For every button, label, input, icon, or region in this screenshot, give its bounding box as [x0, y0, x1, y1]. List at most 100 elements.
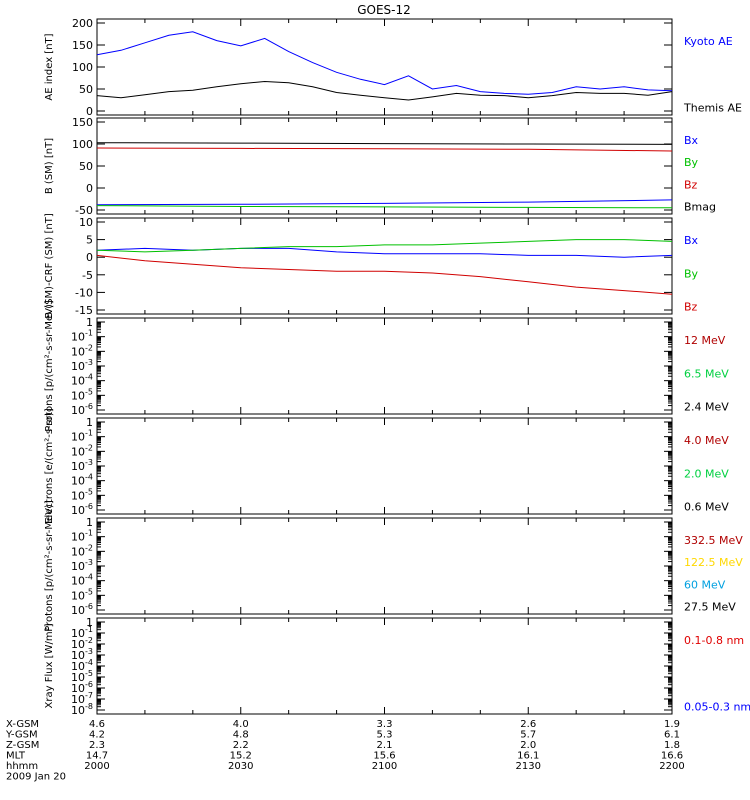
- series-line-bz: [96, 147, 673, 152]
- y-tick-label: 1: [86, 416, 93, 429]
- ephemeris-value: 1.9: [664, 719, 680, 730]
- y-tick-label: 1: [86, 316, 93, 329]
- y-tick-label: 10-5: [71, 387, 93, 402]
- series-line-bz: [96, 254, 673, 295]
- y-tick-label: 10-6: [71, 502, 93, 517]
- legend-label: 6.5 MeV: [684, 367, 729, 380]
- legend-label: 0.6 MeV: [684, 501, 729, 514]
- ephemeris-value: 2.3: [89, 740, 105, 751]
- ephemeris-value: 16.1: [517, 751, 539, 762]
- y-tick-label: 10-7: [71, 691, 93, 706]
- ephemeris-row-label: hhmm: [6, 761, 38, 772]
- panel-frame: [96, 217, 673, 315]
- y-tick-label: 10-3: [71, 558, 93, 573]
- y-tick-label: 10-4: [71, 473, 93, 488]
- y-tick-label: 10-1: [71, 625, 93, 640]
- ephemeris-value: 2030: [228, 761, 253, 772]
- series-line-bx: [96, 247, 673, 258]
- y-axis-label: B (SM)-CRF (SM) [nT]: [44, 213, 55, 319]
- y-tick-label: 200: [72, 17, 93, 30]
- panel-frame: [96, 617, 673, 715]
- ephemeris-value: 4.8: [233, 730, 249, 741]
- y-tick-label: 150: [72, 39, 93, 52]
- y-tick-label: 10-6: [71, 680, 93, 695]
- y-tick-label: 10-1: [71, 329, 93, 344]
- y-tick-label: 10-2: [71, 443, 93, 458]
- series-line-bx: [96, 199, 673, 206]
- ephemeris-value: 5.7: [520, 730, 536, 741]
- y-tick-label: 10-5: [71, 487, 93, 502]
- ephemeris-value: 2200: [659, 761, 684, 772]
- y-tick-label: 150: [72, 116, 93, 129]
- y-tick-label: 10-4: [71, 573, 93, 588]
- y-tick-label: 10-3: [71, 458, 93, 473]
- y-tick-label: 10-4: [71, 373, 93, 388]
- y-tick-label: 50: [79, 160, 93, 173]
- y-tick-label: 10-4: [71, 658, 93, 673]
- legend-label: Kyoto AE: [684, 35, 733, 48]
- ephemeris-value: 14.7: [86, 751, 108, 762]
- series-line-by: [96, 239, 673, 253]
- y-tick-label: 10-6: [71, 602, 93, 617]
- y-tick-label: 10-8: [71, 702, 93, 717]
- series-line-kyoto-ae: [96, 31, 673, 95]
- ephemeris-table: X-GSM 4.6 4.0 3.3 2.6 1.9 Y-GSM 4.2 4.8 5.3 5.7 6.1…: [5, 719, 685, 783]
- y-tick-label: 50: [79, 83, 93, 96]
- legend-label: 332.5 MeV: [684, 534, 743, 547]
- ephemeris-row-label: Z-GSM: [6, 740, 39, 751]
- y-tick-label: 10-3: [71, 358, 93, 373]
- y-tick-label: 1: [86, 616, 93, 629]
- y-tick-label: 10-2: [71, 636, 93, 651]
- ephemeris-value: 2.6: [520, 719, 536, 730]
- ephemeris-date: 2009 Jan 20: [6, 772, 66, 783]
- y-tick-label: 10-1: [71, 429, 93, 444]
- ephemeris-row-label: MLT: [6, 751, 26, 762]
- legend-label: Themis AE: [683, 102, 742, 115]
- panel-frame: [96, 517, 673, 615]
- legend-label: Bz: [684, 301, 698, 314]
- legend-label: 12 MeV: [684, 334, 726, 347]
- y-tick-label: 10-5: [71, 587, 93, 602]
- ephemeris-value: 2.2: [233, 740, 249, 751]
- ephemeris-value: 2000: [84, 761, 109, 772]
- legend-label: 27.5 MeV: [684, 601, 736, 614]
- panel-1: 0 50 100 150 200 AE index [nT] Kyoto AE Themis …: [44, 17, 742, 118]
- panel-frame: [96, 417, 673, 515]
- y-tick-label: 0: [86, 251, 93, 264]
- ephemeris-row-label: Y-GSM: [5, 730, 38, 741]
- legend-label: 2.0 MeV: [684, 467, 729, 480]
- y-tick-label: 100: [72, 61, 93, 74]
- y-axis-label: Protons [p/(cm²-s-sr-MeV)]: [44, 300, 55, 432]
- panel-frame: [96, 117, 673, 215]
- y-tick-label: -5: [82, 269, 93, 282]
- legend-label: Bx: [684, 234, 699, 247]
- ephemeris-value: 3.3: [377, 719, 393, 730]
- panel-3: -15 -10 -5 0 5 10 B (SM)-CRF (SM) [nT] Bx By Bz: [44, 213, 699, 319]
- legend-label: Bmag: [684, 201, 716, 214]
- y-axis-label: Electrons [e/(cm²-s-sr)]: [44, 408, 55, 524]
- ephemeris-value: 2.1: [377, 740, 393, 751]
- panel-frame: [96, 317, 673, 415]
- legend-label: 60 MeV: [684, 578, 726, 591]
- panel-2: -50 0 50 100 150 B (SM) [nT] Bx By Bz Bmag: [44, 116, 716, 217]
- legend-label: Bz: [684, 178, 698, 191]
- y-tick-label: -15: [75, 304, 93, 317]
- ephemeris-value: 15.6: [373, 751, 395, 762]
- ephemeris-value: 16.6: [661, 751, 683, 762]
- legend-label: 0.1-0.8 nm: [684, 634, 744, 647]
- y-tick-label: 5: [86, 234, 93, 247]
- legend-label: By: [684, 267, 699, 280]
- ephemeris-value: 1.8: [664, 740, 680, 751]
- ephemeris-value: 5.3: [377, 730, 393, 741]
- ephemeris-value: 4.6: [89, 719, 105, 730]
- legend-label: 0.05-0.3 nm: [684, 701, 750, 714]
- legend-label: By: [684, 156, 699, 169]
- figure-title: GOES-12: [357, 3, 411, 17]
- legend-label: Bx: [684, 134, 699, 147]
- y-axis-label: AE index [nT]: [44, 33, 55, 100]
- y-tick-label: 1: [86, 516, 93, 529]
- ephemeris-value: 4.0: [233, 719, 249, 730]
